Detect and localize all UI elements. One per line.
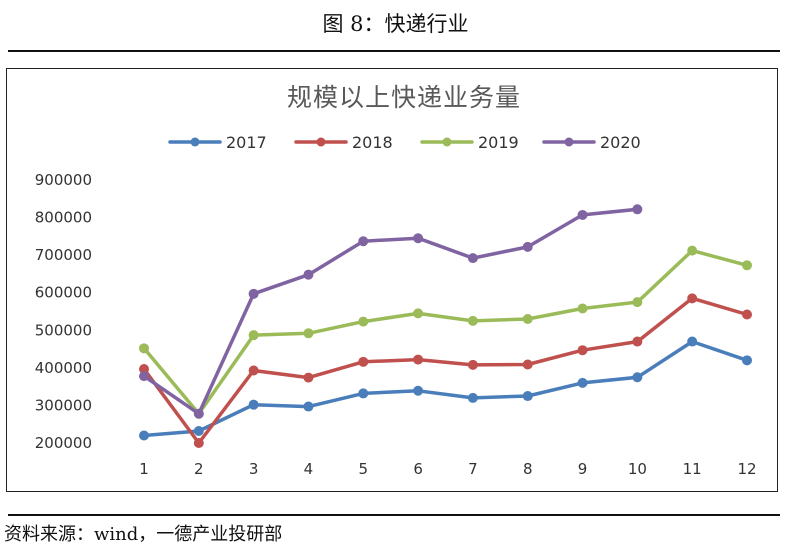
y-tick-label: 700000 (35, 246, 92, 264)
data-point (742, 260, 752, 271)
data-point (139, 430, 149, 441)
data-point (358, 316, 369, 327)
y-tick-label: 600000 (35, 284, 92, 302)
data-point (467, 392, 478, 403)
data-point (413, 385, 424, 396)
data-point (248, 399, 259, 410)
data-point (577, 303, 588, 314)
x-tick-label: 11 (683, 460, 702, 478)
data-point (687, 245, 698, 256)
x-tick-label: 8 (523, 460, 533, 478)
y-tick-label: 400000 (35, 359, 92, 377)
x-tick-label: 1 (139, 460, 149, 478)
data-point (577, 209, 588, 220)
data-point (358, 356, 369, 367)
series-2018 (139, 293, 752, 448)
data-point (632, 204, 643, 215)
x-tick-label: 6 (413, 460, 423, 478)
series-line (142, 207, 640, 416)
legend-item: 2018 (294, 133, 393, 152)
data-point (193, 408, 204, 419)
data-point (358, 236, 369, 247)
data-point (303, 401, 314, 412)
chart-legend: 2017 2018 2019 2020 (168, 133, 641, 152)
data-point (522, 241, 533, 252)
data-point (193, 438, 204, 448)
data-point (303, 269, 314, 280)
line-chart: 规模以上快递业务量 2017 2018 2019 2020 200000 300000 4… (35, 83, 757, 478)
chart-frame: 规模以上快递业务量 2017 2018 2019 2020 200000 300000 4… (6, 68, 778, 492)
data-point (358, 388, 369, 399)
series-2020 (139, 204, 643, 419)
data-point (303, 372, 314, 383)
y-tick-label: 900000 (35, 171, 92, 189)
legend-marker (564, 137, 574, 147)
chart-title: 规模以上快递业务量 (287, 83, 521, 112)
data-point (632, 297, 643, 308)
data-point (413, 233, 424, 244)
y-tick-label: 200000 (35, 434, 92, 452)
legend-marker (442, 137, 452, 147)
data-point (248, 365, 259, 376)
data-point (687, 293, 698, 304)
y-tick-label: 300000 (35, 396, 92, 414)
data-point (522, 314, 533, 325)
data-point (632, 372, 643, 383)
data-point (742, 355, 752, 366)
data-point (522, 359, 533, 370)
series-line (142, 296, 749, 445)
data-point (139, 343, 149, 354)
legend-label: 2019 (478, 133, 519, 152)
data-point (413, 354, 424, 365)
data-point (577, 377, 588, 388)
y-tick-label: 500000 (35, 321, 92, 339)
legend-label: 2017 (226, 133, 267, 152)
y-axis: 200000 300000 400000 500000 600000 700000 8000… (35, 171, 92, 452)
legend-item: 2020 (542, 133, 641, 152)
figure-title: 图 8：快递行业 (322, 12, 469, 36)
legend-label: 2018 (352, 133, 393, 152)
data-point (248, 330, 259, 341)
bottom-rule (8, 514, 780, 516)
data-point (632, 336, 643, 347)
source-note: 资料来源：wind，一德产业投研部 (4, 524, 283, 545)
top-rule (8, 50, 780, 52)
data-point (193, 425, 204, 436)
data-point (742, 309, 752, 320)
legend-item: 2017 (168, 133, 267, 152)
series-layer (139, 204, 752, 448)
x-tick-label: 7 (468, 460, 478, 478)
x-tick-label: 9 (578, 460, 588, 478)
x-tick-label: 2 (194, 460, 204, 478)
data-point (687, 336, 698, 347)
data-point (522, 391, 533, 402)
series-line (142, 339, 749, 438)
x-tick-label: 4 (304, 460, 314, 478)
data-point (467, 359, 478, 370)
x-tick-label: 5 (358, 460, 368, 478)
data-point (139, 363, 149, 374)
legend-item: 2019 (420, 133, 519, 152)
x-axis: 1 2 3 4 5 6 7 8 9 10 11 12 (139, 460, 756, 478)
legend-marker (190, 137, 200, 147)
data-point (467, 315, 478, 326)
data-point (413, 308, 424, 319)
series-line (142, 248, 749, 416)
x-tick-label: 12 (737, 460, 756, 478)
x-tick-label: 10 (628, 460, 647, 478)
data-point (467, 253, 478, 264)
legend-marker (316, 137, 326, 147)
data-point (577, 345, 588, 356)
data-point (248, 288, 259, 299)
data-point (139, 371, 149, 382)
data-point (303, 328, 314, 339)
legend-label: 2020 (600, 133, 641, 152)
y-tick-label: 800000 (35, 209, 92, 227)
series-2017 (139, 336, 752, 441)
x-tick-label: 3 (249, 460, 259, 478)
